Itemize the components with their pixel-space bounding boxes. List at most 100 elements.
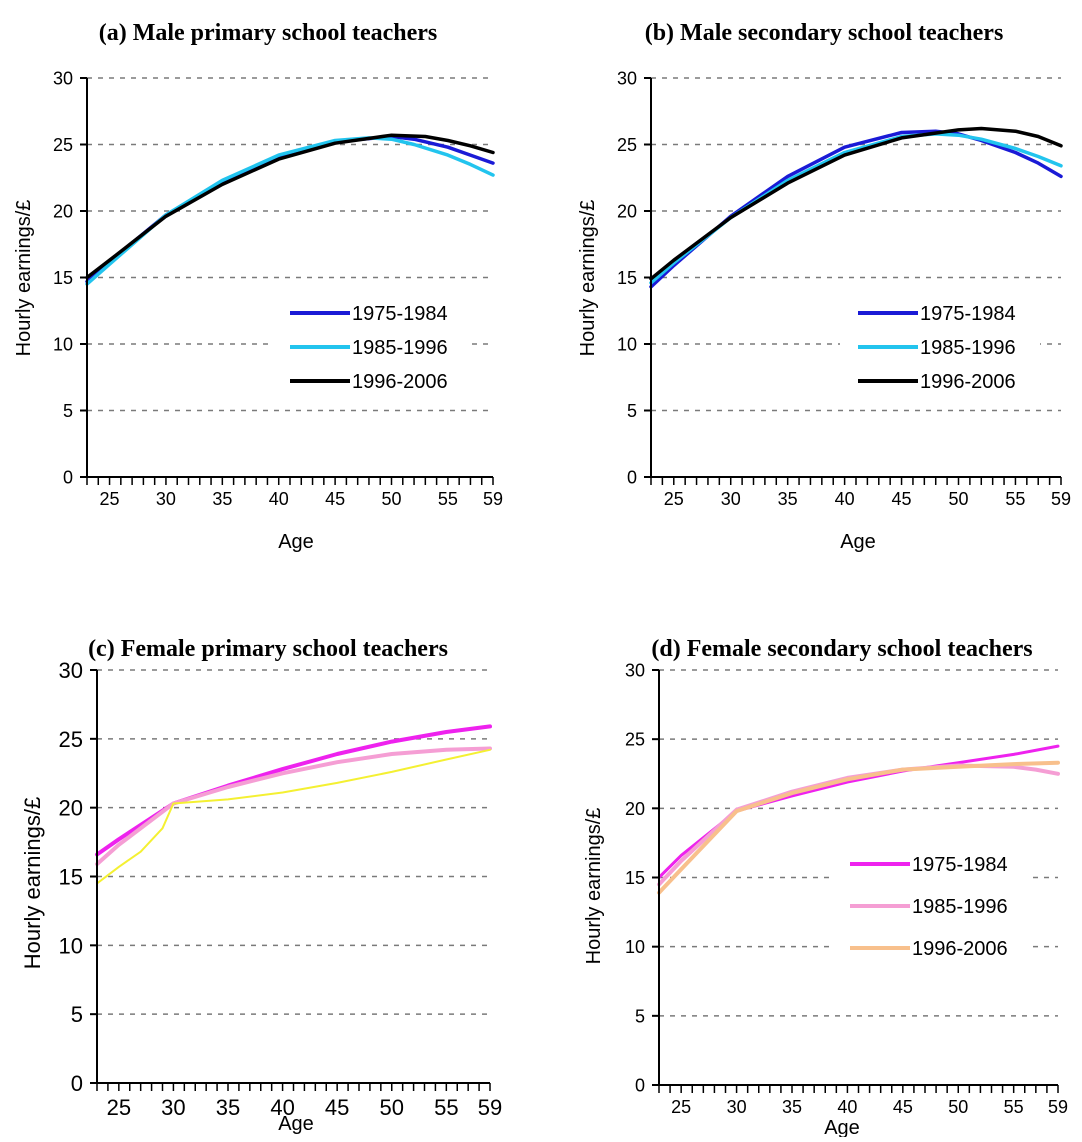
x-tick-label: 40	[837, 1097, 857, 1117]
y-tick-label: 15	[59, 864, 83, 889]
x-axis-label-c: Age	[278, 1113, 314, 1135]
y-tick-label: 0	[635, 1075, 645, 1095]
y-tick-label: 0	[627, 467, 637, 487]
y-axis-label-b: Hourly earnings/£	[577, 200, 599, 357]
chart-title-b: (b) Male secondary school teachers	[645, 20, 1004, 46]
x-tick-label: 50	[380, 1095, 404, 1120]
y-tick-label: 5	[63, 401, 73, 421]
y-tick-label: 5	[627, 401, 637, 421]
x-tick-label: 35	[212, 489, 232, 509]
chart-panel-b: (b) Male secondary school teachers Age H…	[577, 20, 1071, 553]
series-lines-d	[657, 744, 1060, 895]
y-tick-label: 20	[617, 201, 637, 221]
chart-title-d: (d) Female secondary school teachers	[651, 636, 1032, 662]
x-tick-label: 45	[892, 489, 912, 509]
x-axis-label-b: Age	[840, 531, 876, 553]
series-line-1996-2006	[96, 748, 491, 885]
y-tick-label: 30	[617, 68, 637, 88]
series-line-1975-1984	[85, 134, 495, 284]
y-tick-label: 20	[625, 799, 645, 819]
series-line-1996-2006	[657, 760, 1060, 895]
legend-a: 1975-1984 1985-1996 1996-2006	[272, 289, 472, 403]
legend-label: 1985-1996	[352, 337, 448, 359]
y-tick-label: 30	[625, 660, 645, 680]
legend-label: 1996-2006	[912, 938, 1008, 960]
x-tick-label: 25	[664, 489, 684, 509]
x-tick-label: 55	[1004, 1097, 1024, 1117]
x-tick-label: 45	[893, 1097, 913, 1117]
x-tick-label: 30	[161, 1095, 185, 1120]
x-tick-label: 30	[721, 489, 741, 509]
axes-c: 0 5 10 15 20 25 30 25 30 35 40 45 50 55 59	[59, 658, 503, 1120]
x-tick-label: 40	[269, 489, 289, 509]
series-line-1985-1996	[649, 132, 1063, 285]
y-tick-label: 10	[53, 334, 73, 354]
x-tick-label: 59	[478, 1095, 502, 1120]
x-tick-label: 25	[107, 1095, 131, 1120]
gridlines-c	[97, 669, 490, 1015]
x-tick-label: 45	[325, 1095, 349, 1120]
series-line-1975-1984	[649, 129, 1063, 289]
legend-label: 1985-1996	[912, 896, 1008, 918]
y-tick-label: 25	[617, 135, 637, 155]
y-tick-label: 20	[53, 201, 73, 221]
x-tick-label: 50	[381, 489, 401, 509]
x-tick-label: 50	[948, 1097, 968, 1117]
chart-title-a: (a) Male primary school teachers	[99, 20, 438, 46]
x-tick-label: 30	[156, 489, 176, 509]
series-line-1985-1996	[95, 746, 492, 867]
legend-label: 1985-1996	[920, 337, 1016, 359]
y-tick-label: 25	[59, 727, 83, 752]
y-tick-label: 5	[71, 1002, 83, 1027]
x-tick-label: 55	[434, 1095, 458, 1120]
axes-a: 0 5 10 15 20 25 30 25 30 35 40 45 50 55 59	[53, 68, 503, 509]
y-tick-label: 15	[617, 268, 637, 288]
series-lines-b	[649, 126, 1063, 289]
legend-label: 1975-1984	[912, 854, 1008, 876]
y-axis-label-a: Hourly earnings/£	[13, 200, 35, 357]
x-tick-label: 59	[1051, 489, 1071, 509]
legend-label: 1975-1984	[352, 303, 448, 325]
y-tick-label: 10	[617, 334, 637, 354]
legend-label: 1996-2006	[352, 371, 448, 393]
y-tick-label: 20	[59, 796, 83, 821]
legend-d: 1975-1984 1985-1996 1996-2006	[832, 840, 1032, 978]
y-tick-label: 30	[53, 68, 73, 88]
legend-label: 1975-1984	[920, 303, 1016, 325]
y-tick-label: 15	[53, 268, 73, 288]
x-tick-label: 45	[325, 489, 345, 509]
x-tick-label: 30	[727, 1097, 747, 1117]
x-tick-label: 35	[216, 1095, 240, 1120]
chart-panel-d: (d) Female secondary school teachers Age…	[583, 636, 1068, 1139]
x-tick-label: 55	[438, 489, 458, 509]
legend-label: 1996-2006	[920, 371, 1016, 393]
x-tick-label: 50	[948, 489, 968, 509]
y-tick-label: 10	[59, 933, 83, 958]
y-tick-label: 10	[625, 937, 645, 957]
y-tick-label: 0	[71, 1071, 83, 1096]
x-tick-label: 35	[778, 489, 798, 509]
x-axis-label-a: Age	[278, 531, 314, 553]
series-line-1975-1984	[95, 724, 492, 857]
y-tick-label: 25	[625, 730, 645, 750]
y-axis-label-c: Hourly earnings/£	[20, 797, 45, 969]
y-tick-label: 5	[635, 1006, 645, 1026]
axes-b: 0 5 10 15 20 25 30 25 30 35 40 45 50 55 59	[617, 68, 1071, 509]
x-tick-label: 55	[1005, 489, 1025, 509]
y-axis-label-d: Hourly earnings/£	[583, 808, 605, 965]
x-tick-label: 59	[1048, 1097, 1068, 1117]
series-line-1996-2006	[649, 126, 1063, 281]
series-lines-a	[85, 133, 495, 286]
x-tick-label: 59	[483, 489, 503, 509]
x-axis-label-d: Age	[824, 1117, 860, 1137]
chart-panel-a: (a) Male primary school teachers Age Hou…	[13, 20, 503, 553]
chart-title-c: (c) Female primary school teachers	[88, 636, 448, 662]
y-tick-label: 25	[53, 135, 73, 155]
x-tick-label: 35	[782, 1097, 802, 1117]
series-line-1996-2006	[85, 133, 495, 280]
y-tick-label: 15	[625, 868, 645, 888]
x-tick-label: 40	[835, 489, 855, 509]
x-tick-label: 25	[671, 1097, 691, 1117]
y-tick-label: 0	[63, 467, 73, 487]
